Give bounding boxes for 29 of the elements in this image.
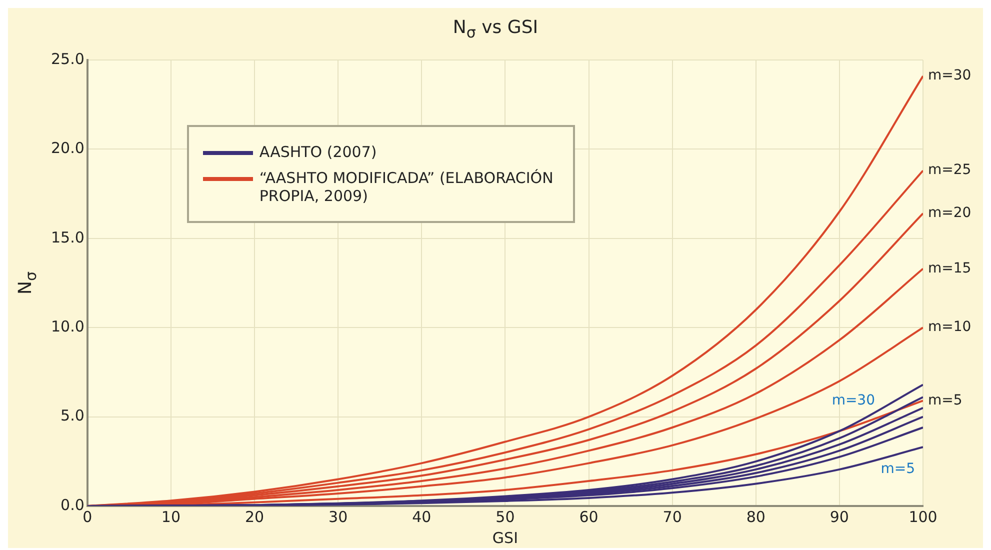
x-tick-label: 90 — [830, 508, 849, 526]
y-tick-label: 15.0 — [50, 228, 84, 246]
x-tick-label: 60 — [579, 508, 598, 526]
y-tick-label: 20.0 — [50, 139, 84, 158]
text: m=10 — [928, 319, 972, 336]
x-axis-title: GSI — [492, 528, 518, 547]
x-tick-label: 80 — [746, 508, 766, 526]
x-tick-label: 50 — [496, 508, 515, 526]
text: m=25 — [928, 162, 972, 178]
y-tick-label: 25.0 — [50, 50, 84, 68]
x-tick-label: 40 — [412, 508, 432, 526]
chart-title: N$_{σ}$ vs GSI — [452, 16, 540, 44]
x-tick-label: 10 — [161, 508, 181, 526]
text: m=30 — [928, 68, 972, 84]
x-tick-label: 0 — [82, 508, 92, 526]
legend-label: “AASHTO MODIFICADA” (ELABORACIÓN PROPIA, 2009) — [259, 169, 554, 205]
annotation: m=5 — [880, 460, 915, 477]
x-tick-label: 30 — [328, 508, 348, 526]
text: m=15 — [928, 260, 972, 276]
y-tick-label: 0.0 — [60, 496, 84, 514]
text: m=20 — [928, 205, 972, 222]
text: m=5 — [928, 392, 962, 408]
x-tick-label: 20 — [244, 508, 264, 526]
annotation: m=30 — [832, 392, 875, 408]
x-tick-label: 70 — [662, 508, 682, 526]
y-tick-label: 5.0 — [60, 406, 84, 425]
y-tick-label: 10.0 — [50, 317, 84, 336]
x-tick-label: 100 — [908, 508, 938, 526]
legend-label: AASHTO (2007) — [259, 143, 377, 161]
